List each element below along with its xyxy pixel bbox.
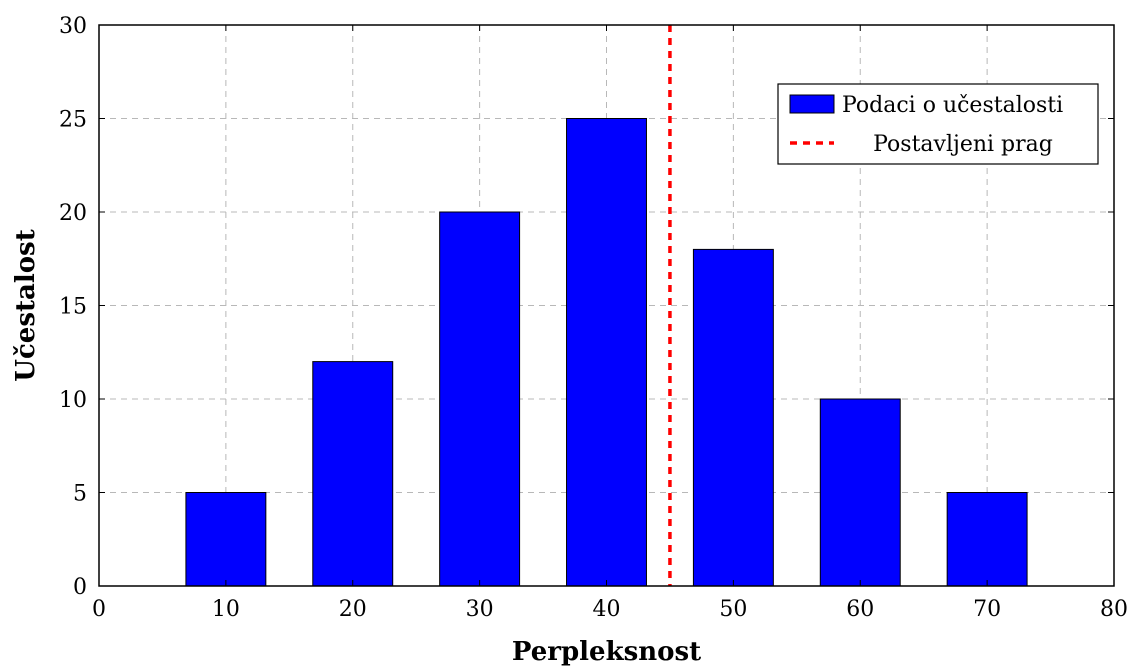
y-tick-label: 15 bbox=[59, 295, 87, 320]
y-tick-label: 25 bbox=[59, 108, 87, 133]
ticks bbox=[98, 24, 1115, 587]
y-tick-label: 5 bbox=[73, 482, 87, 507]
y-axis-title: Učestalost bbox=[11, 229, 41, 381]
x-tick-label: 0 bbox=[92, 597, 106, 622]
x-tick-labels: 0 10 20 30 40 50 60 70 80 bbox=[92, 597, 1128, 622]
x-tick-label: 10 bbox=[212, 597, 240, 622]
legend: Podaci o učestalosti Postavljeni prag bbox=[777, 83, 1099, 165]
legend-bar-swatch bbox=[789, 94, 835, 114]
x-tick-label: 20 bbox=[339, 597, 367, 622]
x-tick-label: 50 bbox=[719, 597, 747, 622]
y-tick-label: 30 bbox=[59, 14, 87, 39]
bar bbox=[185, 492, 267, 587]
bars bbox=[185, 118, 1028, 587]
y-tick-label: 0 bbox=[73, 575, 87, 600]
y-tick-labels: 0 5 10 15 20 25 30 bbox=[59, 14, 87, 600]
bar bbox=[439, 211, 521, 587]
bar bbox=[692, 248, 774, 587]
x-tick-label: 70 bbox=[973, 597, 1001, 622]
bar bbox=[566, 118, 647, 587]
bar bbox=[312, 361, 394, 587]
bar bbox=[819, 398, 901, 587]
y-tick-label: 10 bbox=[59, 388, 87, 413]
x-tick-label: 80 bbox=[1100, 597, 1128, 622]
y-tick-label: 20 bbox=[59, 201, 87, 226]
legend-threshold-label: Postavljeni prag bbox=[873, 132, 1053, 157]
x-axis-title: Perpleksnost bbox=[512, 637, 701, 667]
x-tick-label: 30 bbox=[466, 597, 494, 622]
bar bbox=[946, 492, 1028, 587]
x-tick-label: 60 bbox=[846, 597, 874, 622]
legend-bar-label: Podaci o učestalosti bbox=[842, 93, 1063, 118]
x-tick-label: 40 bbox=[593, 597, 621, 622]
